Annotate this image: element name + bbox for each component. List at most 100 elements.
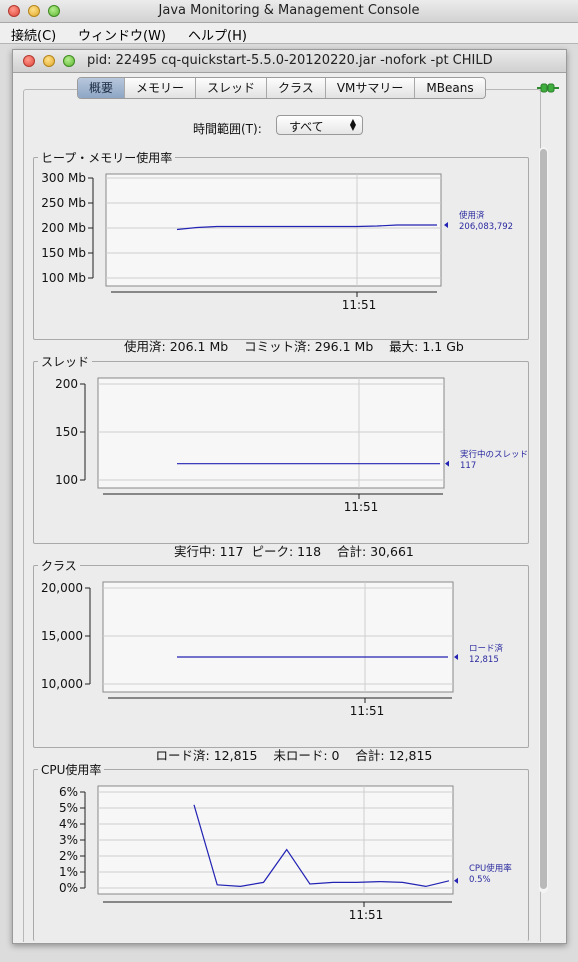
classes-loaded-label: ロード済: [155, 748, 210, 763]
y-tick-label: 1% [59, 865, 78, 879]
heap-max-value: 1.1 Gb [422, 339, 464, 354]
close-connection-icon[interactable] [23, 55, 35, 67]
legend-series-name: 実行中のスレッド [460, 449, 528, 460]
menubar: 接続(C) ウィンドウ(W) ヘルプ(H) [0, 23, 578, 44]
menu-connection[interactable]: 接続(C) [11, 29, 57, 44]
series-line-cpu [193, 804, 450, 888]
threads-title: スレッド [38, 353, 93, 370]
triangle-left-icon [445, 460, 449, 467]
scrollbar-thumb[interactable] [540, 149, 547, 889]
x-tick-label: 11:51 [350, 704, 385, 718]
plot-area [97, 377, 445, 489]
y-tick-label: 6% [59, 785, 78, 799]
plot-area [105, 173, 442, 287]
vertical-scrollbar[interactable] [539, 147, 548, 893]
tab-vm-summary[interactable]: VMサマリー [326, 78, 416, 98]
legend-series-value: 12,815 [469, 655, 499, 665]
time-range-value: すべて [289, 120, 324, 134]
y-tick-label: 100 Mb [41, 271, 86, 285]
legend-series-value: 206,083,792 [459, 222, 513, 232]
legend-series-name: 使用済 [459, 210, 485, 221]
minimize-connection-icon[interactable] [43, 55, 55, 67]
menu-window[interactable]: ウィンドウ(W) [78, 29, 166, 44]
heap-memory-summary: 使用済: 206.1 Mb コミット済: 296.1 Mb 最大: 1.1 Gb [34, 321, 530, 370]
close-window-icon[interactable] [8, 5, 20, 17]
heap-memory-panel: ヒープ・メモリー使用率 300 Mb 250 Mb 200 Mb 150 Mb 100 … [33, 149, 529, 354]
time-range-label: 時間範囲(T): [193, 122, 262, 136]
classes-unloaded-label: 未ロード: [273, 748, 328, 763]
y-tick-label: 200 [55, 377, 78, 391]
threads-peak-label: ピーク: [251, 544, 294, 559]
y-tick-label: 250 Mb [41, 196, 86, 210]
classes-loaded-value: 12,815 [213, 748, 258, 763]
triangle-left-icon [454, 653, 458, 660]
tab-memory[interactable]: メモリー [125, 78, 197, 98]
legend-series-name: ロード済 [469, 643, 504, 654]
classes-panel: クラス 20,000 15,000 10,000 11:51 ロード済 12,815 ロー… [33, 557, 529, 763]
classes-summary: ロード済: 12,815 未ロード: 0 合計: 12,815 [34, 730, 530, 779]
cpu-usage-panel: CPU使用率 6% 5% 4% 3% 2% 1% 0% 11:51 CPU使用率 0.5% [33, 761, 529, 941]
tab-bar: 概要 メモリー スレッド クラス VMサマリー MBeans [77, 77, 486, 99]
maximize-connection-icon[interactable] [63, 55, 75, 67]
zoom-window-icon[interactable] [48, 5, 60, 17]
connection-window: pid: 22495 cq-quickstart-5.5.0-20120220.… [12, 49, 567, 944]
tab-mbeans[interactable]: MBeans [426, 81, 474, 95]
y-tick-label: 300 Mb [41, 171, 86, 185]
y-tick-label: 4% [59, 817, 78, 831]
threads-peak-value: 118 [297, 544, 322, 559]
x-tick-label: 11:51 [344, 500, 379, 514]
classes-total-value: 12,815 [388, 748, 433, 763]
classes-total-label: 合計: [355, 748, 385, 763]
heap-memory-chart: 300 Mb 250 Mb 200 Mb 150 Mb 100 Mb 11:51 使用済20… [41, 171, 513, 312]
connection-title: pid: 22495 cq-quickstart-5.5.0-20120220.… [87, 53, 493, 68]
connected-plug-icon [537, 83, 559, 93]
y-tick-label: 5% [59, 801, 78, 815]
threads-live-value: 117 [219, 544, 244, 559]
classes-unloaded-value: 0 [331, 748, 340, 763]
y-tick-label: 20,000 [41, 581, 83, 595]
triangle-left-icon [454, 877, 458, 884]
legend-series-value: 0.5% [469, 875, 491, 885]
app-title: Java Monitoring & Management Console [158, 3, 420, 18]
heap-memory-title: ヒープ・メモリー使用率 [38, 149, 176, 166]
threads-live-label: 実行中: [173, 544, 216, 559]
heap-committed-value: 296.1 Mb [314, 339, 374, 354]
heap-max-label: 最大: [389, 339, 419, 354]
tab-classes[interactable]: クラス [267, 78, 326, 98]
y-tick-label: 150 Mb [41, 246, 86, 260]
y-tick-label: 200 Mb [41, 221, 86, 235]
y-tick-label: 100 [55, 473, 78, 487]
triangle-left-icon [444, 222, 448, 228]
connection-titlebar: pid: 22495 cq-quickstart-5.5.0-20120220.… [13, 50, 566, 73]
legend-series-name: CPU使用率 [469, 863, 512, 874]
app-titlebar: Java Monitoring & Management Console [0, 0, 578, 23]
threads-total-label: 合計: [336, 544, 367, 559]
y-tick-label: 2% [59, 849, 78, 863]
tab-overview[interactable]: 概要 [78, 78, 126, 98]
x-tick-label: 11:51 [349, 908, 384, 922]
minimize-window-icon[interactable] [28, 5, 40, 17]
tab-threads[interactable]: スレッド [196, 78, 268, 98]
heap-used-value: 206.1 Mb [169, 339, 229, 354]
y-tick-label: 3% [59, 833, 78, 847]
y-tick-label: 10,000 [41, 677, 83, 691]
y-tick-label: 150 [55, 425, 78, 439]
classes-title: クラス [38, 557, 80, 574]
y-tick-label: 15,000 [41, 629, 83, 643]
plot-area [102, 581, 454, 693]
time-range-select[interactable]: すべて ▲ ▼ [276, 115, 363, 135]
cpu-usage-title: CPU使用率 [38, 761, 105, 778]
threads-total-value: 30,661 [370, 544, 414, 559]
legend-series-value: 117 [460, 461, 476, 471]
updown-arrows-icon: ▲ ▼ [349, 117, 356, 132]
threads-summary: 実行中: 117 ピーク: 118 合計: 30,661 [34, 526, 530, 575]
series-line-used [176, 224, 437, 231]
y-tick-label: 0% [59, 881, 78, 895]
x-tick-label: 11:51 [342, 298, 377, 312]
menu-help[interactable]: ヘルプ(H) [188, 29, 247, 44]
heap-used-label: 使用済: [123, 339, 166, 354]
threads-panel: スレッド 200 150 100 11:51 実行中のスレッド 117 実行中: 117 … [33, 353, 529, 559]
